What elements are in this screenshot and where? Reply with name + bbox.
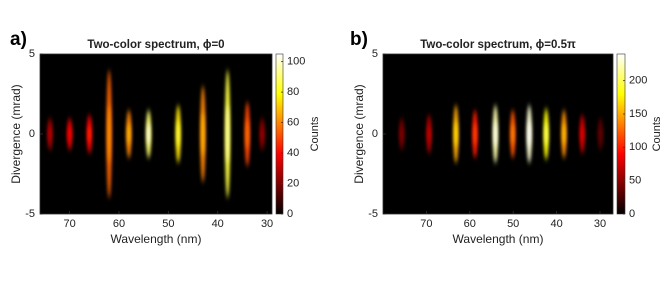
spectral-line-core	[493, 121, 497, 147]
y-tick-label: 5	[372, 48, 378, 60]
colorbar-tick-label: 200	[629, 75, 647, 87]
spectral-line-core	[260, 126, 264, 142]
chart-title: Two-color spectrum, ϕ=0.5π	[420, 39, 576, 51]
spectral-line-core	[580, 125, 584, 143]
colorbar-tick-label: 20	[287, 177, 299, 189]
y-axis-label: Divergence (mrad)	[352, 84, 366, 183]
y-tick-label: 5	[29, 48, 35, 60]
chart-title: Two-color spectrum, ϕ=0	[87, 39, 224, 51]
spectral-line-core	[48, 126, 52, 142]
spots	[399, 105, 604, 163]
x-tick-label: 70	[63, 218, 75, 230]
spectral-line-core	[562, 123, 566, 145]
panel-label: b)	[350, 29, 368, 50]
colorbar-tick-label: 60	[287, 116, 299, 128]
spectral-line-core	[473, 123, 477, 145]
spectral-line-core	[599, 126, 602, 142]
spectral-line-core	[427, 125, 431, 143]
colorbar-tick-label: 150	[629, 108, 647, 120]
spectral-line-core	[176, 121, 180, 147]
plot-area	[383, 54, 613, 214]
spectral-line-core	[226, 105, 229, 163]
colorbar-tick-label: 100	[629, 141, 647, 153]
y-tick-label: -5	[25, 208, 35, 220]
spots	[47, 70, 265, 198]
colorbar-label: Counts	[309, 116, 321, 151]
x-tick-label: 40	[212, 218, 224, 230]
x-tick-label: 40	[550, 218, 562, 230]
colorbar-tick-label: 80	[287, 86, 299, 98]
spectral-line-core	[245, 119, 249, 149]
spectral-line-core	[400, 126, 404, 142]
y-tick-label: -5	[368, 208, 378, 220]
x-tick-label: 50	[507, 218, 519, 230]
spectral-line-core	[511, 123, 515, 145]
spectral-line-core	[147, 123, 150, 145]
colorbar-label: Counts	[651, 116, 663, 151]
panel: a) Two-color spectrum, ϕ=0 70 60 50 40 30 -5 0 5 W…	[9, 29, 321, 246]
spectral-line-core	[527, 121, 531, 147]
colorbar-tick-label: 50	[629, 175, 641, 187]
spectral-line-core	[127, 123, 131, 145]
spectral-line-core	[454, 121, 458, 147]
colorbar	[616, 53, 626, 215]
y-tick-label: 0	[372, 128, 378, 140]
spectral-line-core	[107, 105, 111, 163]
spectral-line-core	[68, 126, 72, 142]
x-axis-label: Wavelength (nm)	[453, 232, 544, 246]
x-tick-label: 70	[420, 218, 432, 230]
plot-area	[40, 54, 272, 214]
x-tick-label: 30	[261, 218, 273, 230]
spectral-line-core	[544, 122, 548, 146]
colorbar-tick-label: 0	[287, 208, 293, 220]
colorbar-tick-label: 100	[287, 56, 305, 68]
x-tick-label: 60	[113, 218, 125, 230]
spectral-line-core	[87, 125, 91, 143]
colorbar-tick-label: 0	[629, 208, 635, 220]
y-axis-label: Divergence (mrad)	[9, 84, 23, 183]
x-tick-label: 30	[594, 218, 606, 230]
colorbar	[275, 53, 284, 215]
colorbar-tick-label: 40	[287, 147, 299, 159]
spectral-line-core	[201, 112, 205, 156]
y-tick-label: 0	[29, 128, 35, 140]
x-tick-label: 50	[162, 218, 174, 230]
x-axis-label: Wavelength (nm)	[111, 232, 202, 246]
x-tick-label: 60	[464, 218, 476, 230]
panel-label: a)	[10, 29, 27, 50]
